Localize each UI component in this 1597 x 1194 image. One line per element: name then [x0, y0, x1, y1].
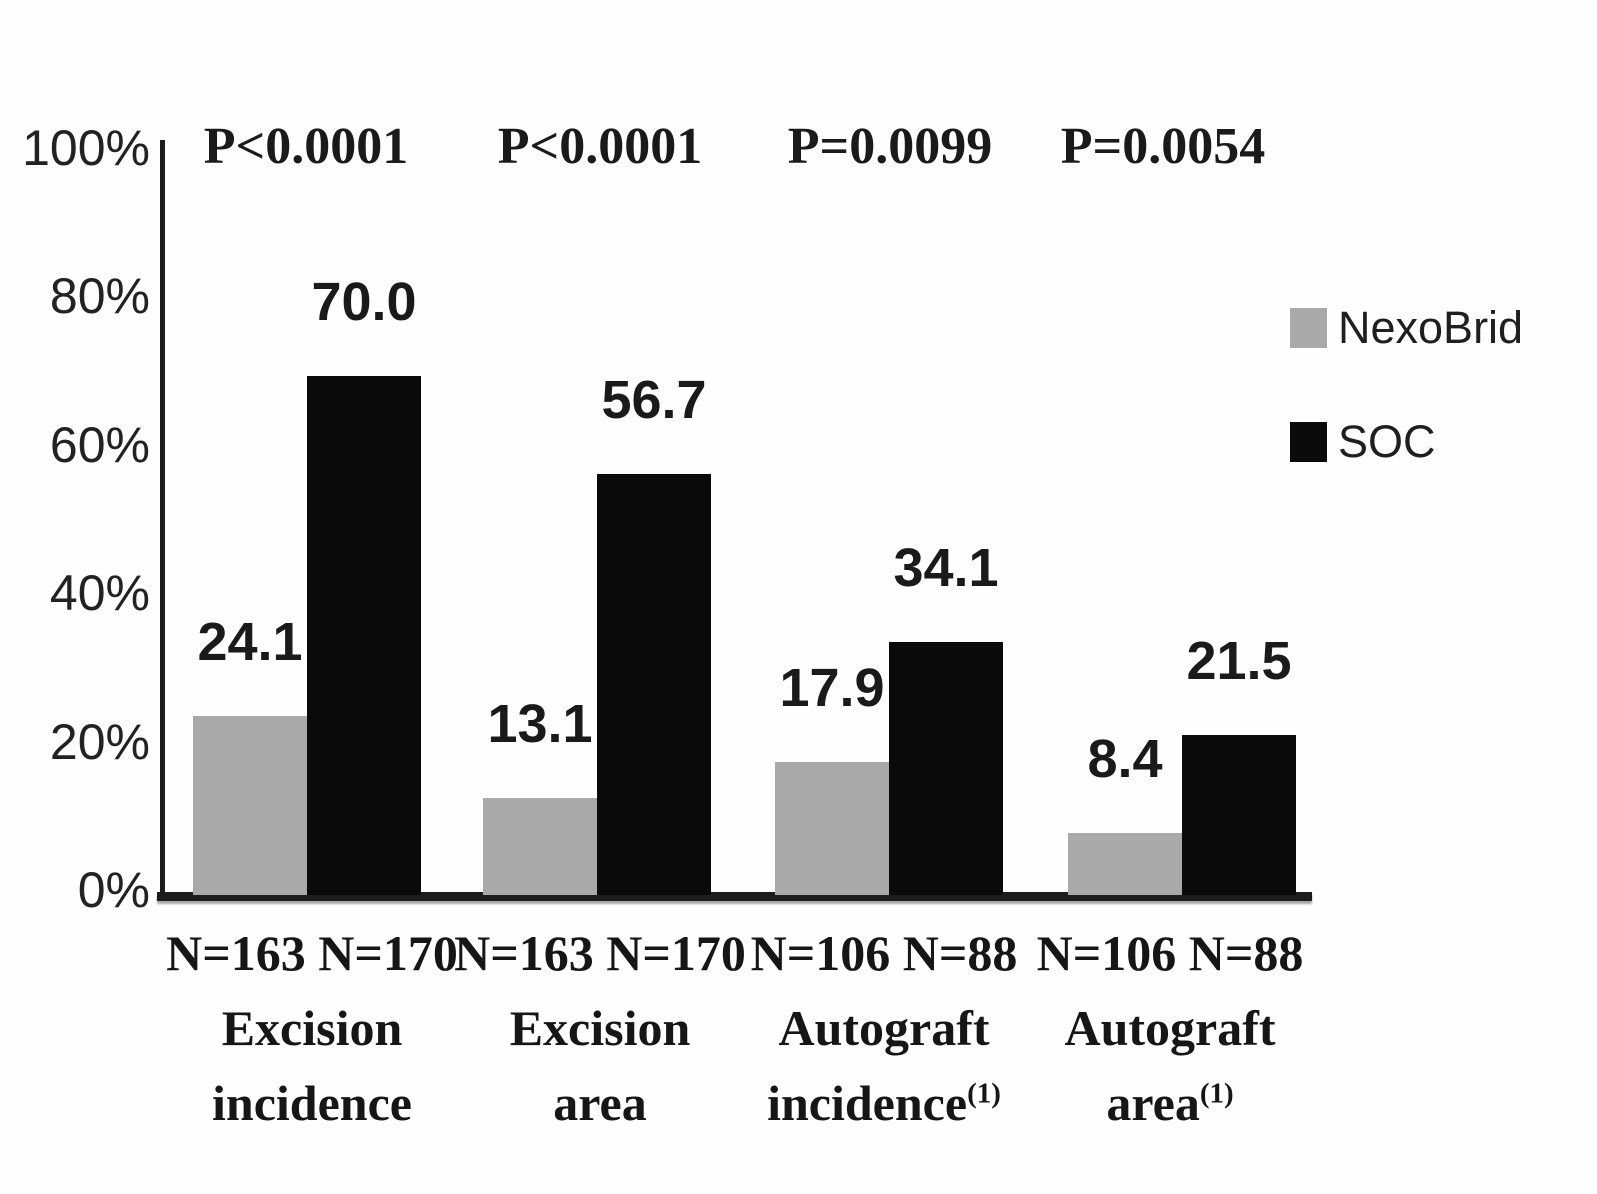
category-n-counts: N=106 N=88	[1036, 925, 1304, 981]
y-axis-line	[160, 140, 165, 898]
bar-nexobrid-excision-area	[483, 798, 597, 895]
bar-soc-autograft-area	[1182, 735, 1296, 895]
category-n-counts: N=106 N=88	[750, 925, 1018, 981]
legend-swatch-nexobrid	[1290, 308, 1327, 348]
category-name-line: Autograft	[778, 1000, 990, 1056]
y-tick-label-100: 100%	[22, 120, 150, 176]
bar-soc-autograft-incidence	[889, 642, 1003, 895]
p-value-label-3: P=0.0054	[1060, 118, 1266, 175]
bar-value-label-nexobrid-1: 13.1	[487, 694, 593, 754]
bar-value-label-soc-2: 34.1	[893, 538, 999, 598]
bar-nexobrid-autograft-incidence	[775, 762, 889, 895]
category-name-line: area	[553, 1075, 647, 1131]
y-tick-label-40: 40%	[49, 565, 150, 622]
bar-soc-excision-area	[597, 474, 711, 895]
legend-item-nexobrid: NexoBrid	[1290, 302, 1523, 354]
bar-value-label-nexobrid-2: 17.9	[779, 658, 885, 718]
category-name-line: Autograft	[1064, 1000, 1276, 1056]
legend-swatch-soc	[1290, 422, 1327, 462]
legend-item-soc: SOC	[1290, 416, 1523, 468]
category-n-counts: N=163 N=170	[454, 925, 746, 981]
bar-value-label-nexobrid-3: 8.4	[1087, 729, 1163, 789]
category-name-line: area(1)	[1106, 1075, 1234, 1131]
category-name-line: incidence	[212, 1075, 412, 1131]
bar-nexobrid-excision-incidence	[193, 716, 307, 895]
category-label-autograft-incidence: N=106 N=88 Autograft incidence(1)	[714, 916, 1054, 1141]
p-value-label-2: P=0.0099	[787, 118, 993, 175]
category-label-excision-area: N=163 N=170 Excision area	[430, 916, 770, 1141]
category-name-line: Excision	[221, 1000, 403, 1056]
legend-label: NexoBrid	[1338, 302, 1524, 353]
category-label-autograft-area: N=106 N=88 Autograft area(1)	[1000, 916, 1340, 1141]
category-name-line: Excision	[509, 1000, 691, 1056]
x-axis-line	[157, 892, 1312, 901]
legend: NexoBrid SOC	[1290, 302, 1523, 468]
category-n-counts: N=163 N=170	[166, 925, 458, 981]
y-tick-label-60: 60%	[49, 416, 150, 473]
bar-value-label-soc-0: 70.0	[311, 272, 417, 332]
footnote-marker: (1)	[967, 1077, 1001, 1110]
category-label-excision-incidence: N=163 N=170 Excision incidence	[142, 916, 482, 1141]
y-tick-label-80: 80%	[49, 268, 150, 325]
bar-value-label-soc-1: 56.7	[601, 370, 707, 430]
legend-label: SOC	[1338, 416, 1436, 467]
y-tick-label-20: 20%	[49, 713, 150, 770]
p-value-label-0: P<0.0001	[203, 118, 409, 175]
y-tick-label-0: 0%	[77, 862, 150, 918]
p-value-label-1: P<0.0001	[497, 118, 703, 175]
bar-value-label-soc-3: 21.5	[1186, 631, 1292, 691]
bar-soc-excision-incidence	[307, 376, 421, 895]
footnote-marker: (1)	[1199, 1077, 1234, 1110]
bar-nexobrid-autograft-area	[1068, 833, 1182, 895]
category-name-line: incidence(1)	[767, 1075, 1001, 1131]
bar-value-label-nexobrid-0: 24.1	[197, 612, 303, 672]
